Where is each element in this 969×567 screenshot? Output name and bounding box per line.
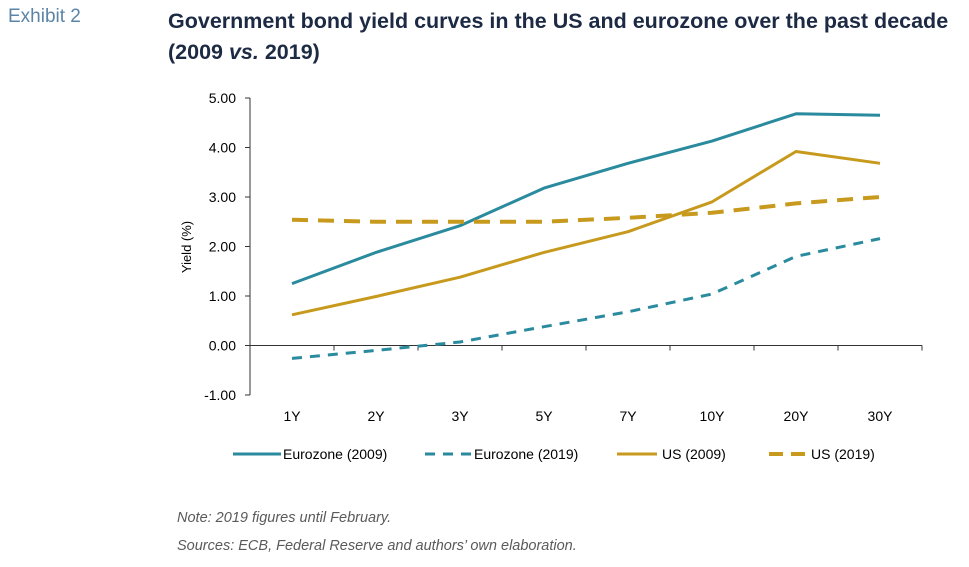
series-line — [291, 237, 881, 360]
y-axis-label: Yield (%) — [179, 221, 194, 273]
series-line — [291, 150, 881, 317]
legend-label: US (2019) — [811, 446, 875, 462]
title-italic: vs. — [228, 40, 259, 64]
legend-label: Eurozone (2009) — [283, 446, 387, 462]
title-part2: 2019) — [258, 40, 320, 64]
y-tick-label: 4.00 — [209, 140, 236, 156]
y-tick-label: 5.00 — [209, 90, 236, 106]
y-tick-label: -1.00 — [204, 387, 236, 403]
title-part1: Government bond yield curves in the US a… — [168, 9, 949, 64]
x-tick-label: 7Y — [619, 408, 637, 424]
sources-text: Sources: ECB, Federal Reserve and author… — [177, 538, 577, 554]
chart-title: Government bond yield curves in the US a… — [168, 6, 963, 68]
y-tick-label: 3.00 — [209, 189, 236, 205]
note-text: Note: 2019 figures until February. — [177, 510, 392, 526]
x-tick-label: 2Y — [367, 408, 385, 424]
x-tick-label: 3Y — [451, 408, 469, 424]
exhibit-label: Exhibit 2 — [8, 6, 81, 27]
line-chart: 5.00 4.00 3.00 2.00 1.00 0.00 -1.00 1Y 2Y 3Y 5Y 7Y 1… — [179, 90, 923, 462]
x-tick-label: 10Y — [700, 408, 726, 424]
x-tick-label: 5Y — [535, 408, 553, 424]
y-tick-label: 0.00 — [209, 338, 236, 354]
y-tick-label: 1.00 — [209, 288, 236, 304]
series-line — [291, 112, 881, 286]
x-tick-label: 30Y — [868, 408, 894, 424]
x-tick-label: 20Y — [784, 408, 810, 424]
legend-label: US (2009) — [662, 446, 726, 462]
x-tick-label: 1Y — [283, 408, 301, 424]
y-tick-label: 2.00 — [209, 239, 236, 255]
series-line — [291, 195, 881, 224]
legend-label: Eurozone (2019) — [474, 446, 578, 462]
